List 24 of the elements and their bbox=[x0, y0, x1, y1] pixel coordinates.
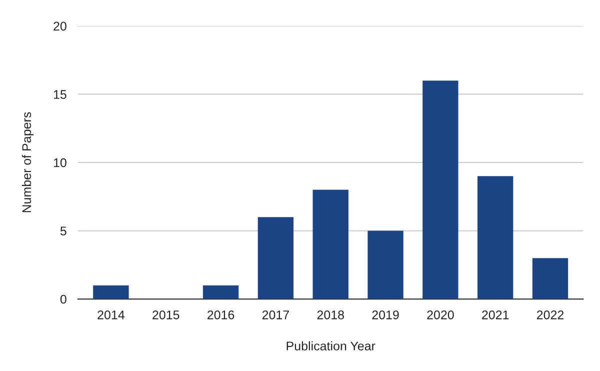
x-tick-label: 2017 bbox=[262, 310, 289, 320]
bar bbox=[477, 176, 514, 300]
y-tick-label: 5 bbox=[60, 226, 66, 236]
bar bbox=[422, 80, 458, 300]
x-tick-label: 2020 bbox=[427, 310, 454, 320]
x-tick-label: 2018 bbox=[317, 310, 344, 320]
y-axis-title: Number of Papers bbox=[22, 112, 34, 212]
bar bbox=[312, 190, 348, 300]
y-tick-label: 10 bbox=[54, 158, 66, 168]
x-tick-label: 2015 bbox=[152, 310, 180, 320]
y-tick-label: 15 bbox=[54, 90, 66, 99]
y-tick-label: 0 bbox=[60, 294, 66, 304]
y-tick-label: 20 bbox=[54, 22, 66, 31]
bar bbox=[93, 285, 129, 300]
bar bbox=[532, 258, 568, 300]
bar bbox=[258, 217, 294, 300]
x-tick-label: 2014 bbox=[98, 310, 124, 320]
bar bbox=[202, 285, 239, 300]
x-tick-label: 2022 bbox=[536, 310, 564, 320]
x-tick-label: 2019 bbox=[372, 310, 399, 320]
x-tick-label: 2016 bbox=[208, 310, 234, 320]
bar bbox=[368, 230, 404, 300]
x-axis-title: Publication Year bbox=[286, 341, 376, 350]
x-tick-label: 2021 bbox=[482, 310, 509, 320]
